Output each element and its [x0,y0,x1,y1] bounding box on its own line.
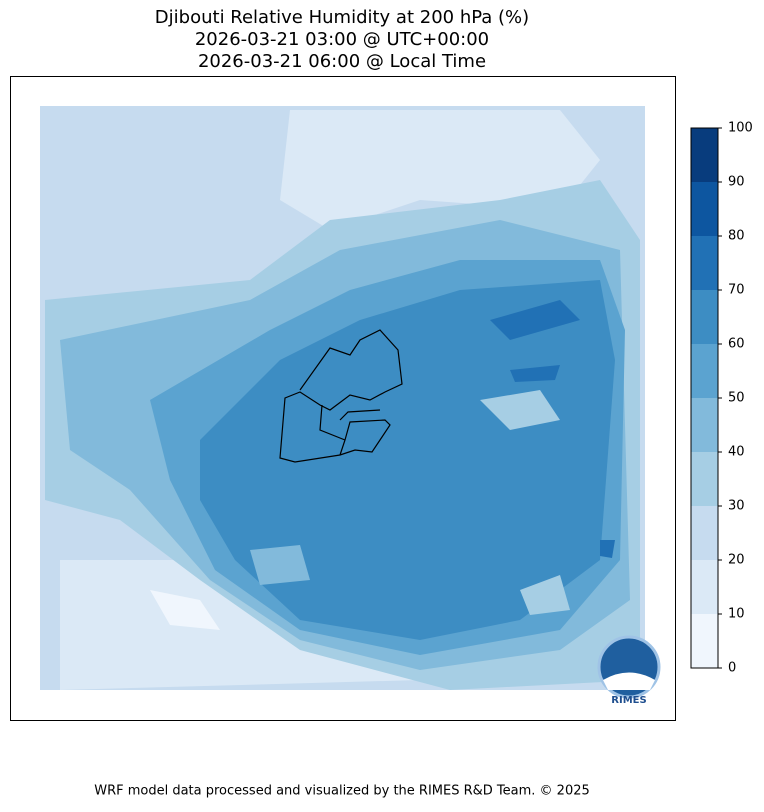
colorbar-segment [691,182,718,236]
colorbar-segment [691,452,718,506]
colorbar-segment [691,398,718,452]
colorbar-tick-label: 60 [728,337,745,352]
colorbar-segment [691,290,718,344]
colorbar-tick-label: 100 [728,121,753,136]
title-line: Djibouti Relative Humidity at 200 hPa (%… [155,7,529,28]
colorbar-segment [691,128,718,182]
colorbar: 0 10 20 30 40 50 60 70 80 90 100 [690,121,753,676]
colorbar-tick-label: 70 [728,283,745,298]
title-line: 2026-03-21 03:00 @ UTC+00:00 [195,29,489,50]
humidity-field [40,106,645,690]
colorbar-tick-label: 10 [728,607,745,622]
colorbar-tick-label: 80 [728,229,745,244]
colorbar-tick-label: 90 [728,175,745,190]
footer: WRF model data processed and visualized … [94,784,590,799]
colorbar-tick-label: 0 [728,661,736,676]
colorbar-tick-label: 50 [728,391,745,406]
colorbar-segment [691,344,718,398]
logo: RIMES [597,635,661,706]
title-line: 2026-03-21 06:00 @ Local Time [198,51,486,72]
map-frame [10,76,676,721]
colorbar-segment [691,614,718,668]
colorbar-segment [691,506,718,560]
colorbar-segment [691,560,718,614]
colorbar-tick-label: 30 [728,499,745,514]
logo-text: RIMES [611,695,646,706]
colorbar-tick-label: 40 [728,445,745,460]
colorbar-tick-label: 20 [728,553,745,568]
colorbar-segment [691,236,718,290]
djibouti-border [279,329,403,463]
